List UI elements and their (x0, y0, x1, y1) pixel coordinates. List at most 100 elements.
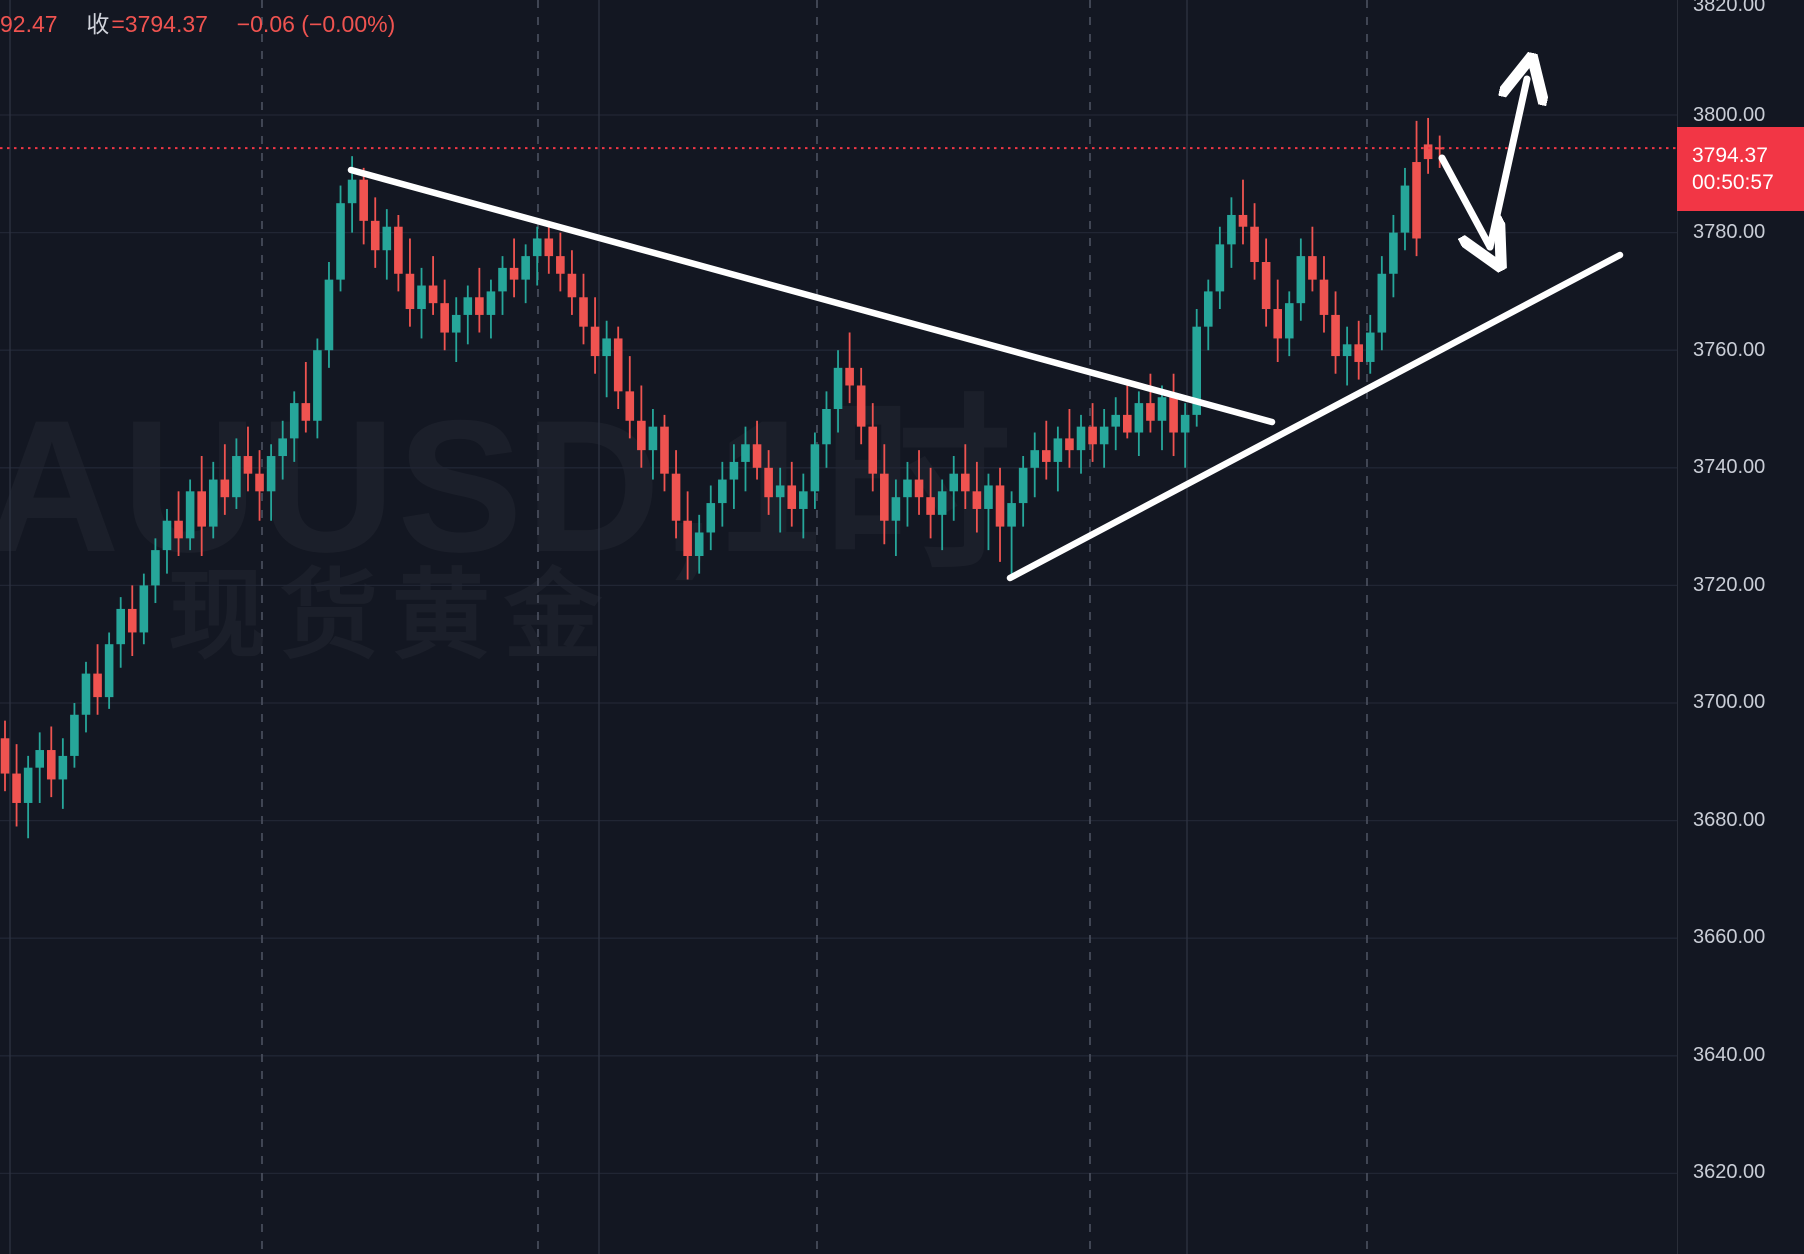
candle (972, 461, 982, 533)
candle (590, 297, 600, 374)
candle (1227, 197, 1236, 268)
candle (1134, 391, 1144, 457)
candle (787, 461, 797, 527)
bar-countdown: 00:50:57 (1692, 171, 1774, 194)
candle (579, 273, 588, 345)
candle (46, 726, 56, 798)
candle (313, 338, 322, 439)
candle (81, 661, 91, 733)
candle (1169, 373, 1178, 457)
candle (602, 320, 611, 398)
price-axis-label: 3640.00 (1693, 1044, 1766, 1066)
candle (127, 585, 137, 656)
candle (1053, 426, 1063, 492)
candle (475, 267, 484, 333)
candle (660, 414, 669, 492)
candle (637, 385, 646, 468)
candle (1042, 420, 1051, 480)
candle (139, 573, 149, 645)
candle (370, 197, 380, 268)
candle (289, 391, 299, 462)
price-axis-label: 3720.00 (1693, 574, 1766, 596)
candle (208, 461, 218, 539)
candle (799, 473, 808, 539)
candle (1238, 179, 1248, 245)
candle (1377, 256, 1387, 351)
descending-trendline[interactable] (347, 166, 1276, 426)
forecast-arrow-up[interactable] (1486, 79, 1527, 251)
forecast-arrow-down[interactable] (1438, 154, 1490, 247)
candle (116, 597, 125, 668)
candle (1319, 256, 1329, 333)
last-price-value: 3794.37 (1692, 144, 1768, 167)
candle (232, 438, 241, 509)
candle (1250, 203, 1259, 280)
candle (1273, 279, 1282, 362)
candle (162, 508, 172, 574)
candle (1065, 409, 1074, 468)
candle (0, 720, 10, 792)
candle (1412, 120, 1421, 257)
price-axis-label: 3680.00 (1693, 809, 1766, 831)
candle (394, 214, 403, 292)
candle (359, 167, 368, 245)
candle (243, 426, 253, 492)
candle (567, 250, 577, 315)
price-axis-label: 3780.00 (1693, 221, 1766, 243)
candle (1122, 379, 1132, 439)
candle (810, 432, 820, 509)
candle (1203, 279, 1213, 351)
candle (1261, 238, 1271, 327)
candle (1111, 397, 1121, 451)
candle (498, 256, 507, 315)
candle (937, 479, 947, 551)
candle (822, 391, 831, 468)
candle (833, 350, 843, 433)
candle (613, 326, 623, 409)
candle (1354, 320, 1363, 380)
last-price-badge: 3794.37 00:50:57 (1677, 127, 1804, 211)
candle (741, 426, 750, 492)
candle (382, 209, 392, 280)
candle (1030, 432, 1040, 498)
candle (532, 226, 542, 286)
legend-close-label: 收 (86, 11, 110, 37)
candle (671, 450, 681, 539)
candle (949, 456, 959, 521)
trendline-drawings[interactable] (347, 79, 1624, 582)
candle (104, 632, 114, 709)
candle (995, 467, 1005, 562)
candle (220, 444, 230, 515)
ascending-trendline[interactable] (1006, 251, 1624, 582)
candle (764, 450, 773, 515)
candle (336, 185, 345, 292)
candle (1215, 226, 1225, 310)
candle (278, 420, 287, 480)
candle (1180, 403, 1190, 468)
candle (35, 732, 45, 803)
candle (93, 644, 102, 715)
candle (706, 485, 716, 551)
candle (255, 450, 264, 521)
candle (174, 491, 183, 556)
candle (1342, 326, 1352, 386)
candle (486, 279, 496, 339)
candle (694, 514, 704, 574)
candle (463, 285, 473, 345)
candle (151, 538, 160, 604)
candle (1192, 309, 1202, 427)
candle (1435, 135, 1444, 168)
candle (718, 461, 727, 527)
candle (58, 738, 68, 809)
candle (440, 279, 449, 351)
candle (1389, 214, 1398, 298)
candle (23, 755, 33, 839)
candle (926, 467, 935, 539)
legend-low-value: 92.47 (0, 11, 58, 37)
price-axis-label: 3760.00 (1693, 339, 1766, 361)
candle (903, 461, 912, 527)
candle (556, 232, 565, 292)
candles-layer (0, 117, 1444, 839)
